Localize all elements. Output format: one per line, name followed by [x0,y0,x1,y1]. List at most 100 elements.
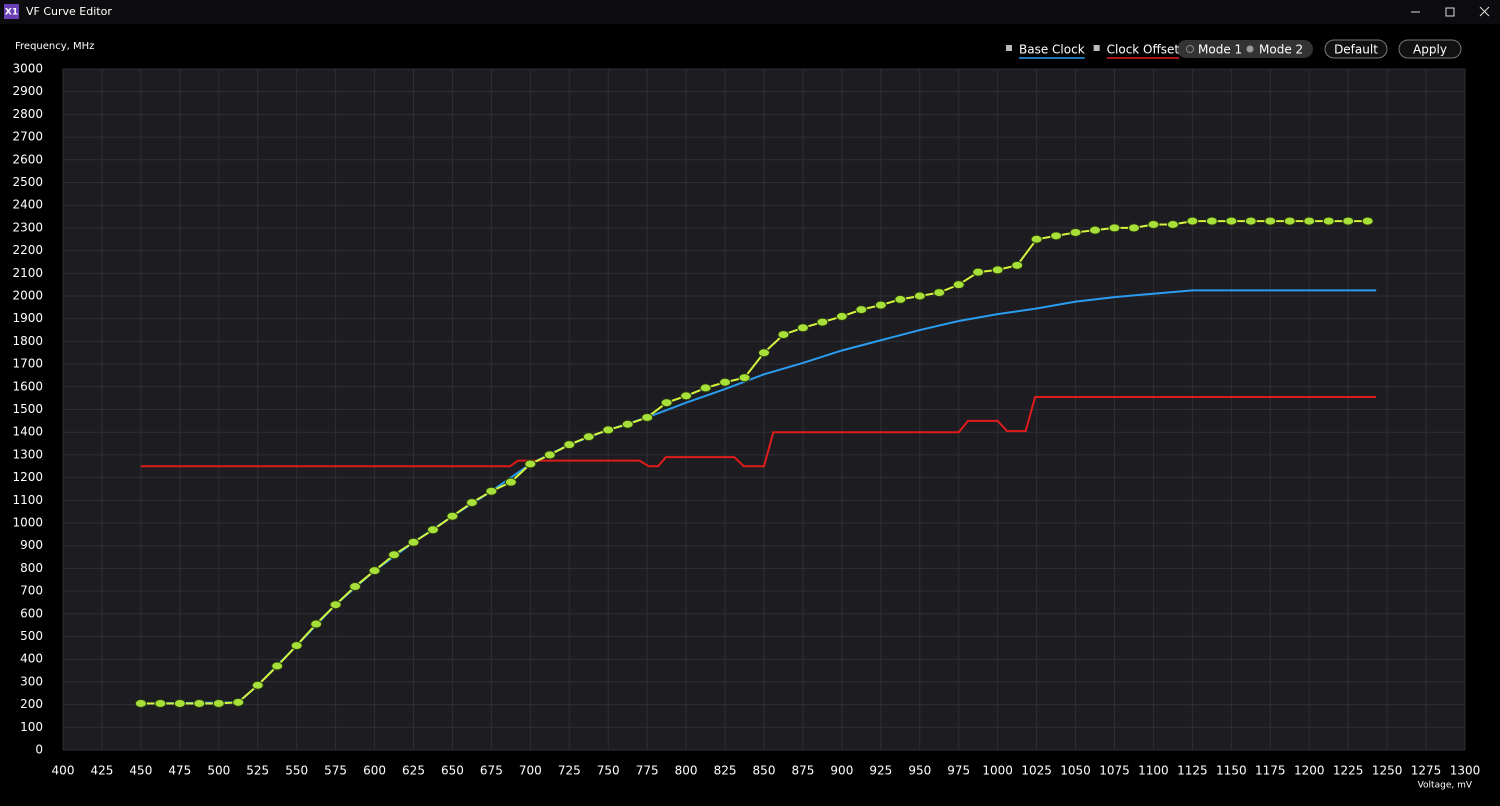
curve-point [602,425,615,435]
curve-point [641,412,654,422]
curve-point [1303,216,1316,226]
curve-point [835,311,848,321]
curve-point [563,440,576,450]
x-tick-label: 950 [908,764,931,778]
x-tick-label: 1275 [1411,764,1442,778]
y-tick-label: 1100 [12,493,43,507]
x-tick-label: 1300 [1450,764,1481,778]
curve-point [913,291,926,301]
legend-label: Base Clock [1019,43,1085,57]
y-tick-label: 1700 [12,357,43,371]
curve-point [1011,260,1024,270]
y-tick-label: 1500 [12,402,43,416]
y-tick-label: 2600 [12,152,43,166]
curve-point [232,697,245,707]
curve-point [621,419,634,429]
y-tick-label: 100 [20,720,43,734]
curve-point [719,377,732,387]
x-tick-label: 1150 [1216,764,1247,778]
curve-point [504,477,517,487]
x-tick-label: 600 [363,764,386,778]
default-button-label[interactable]: Default [1334,43,1378,57]
x-tick-label: 1175 [1255,764,1286,778]
x-tick-label: 525 [246,764,269,778]
curve-point [582,432,595,442]
y-tick-label: 3000 [12,62,43,76]
x-tick-label: 550 [285,764,308,778]
curve-point [271,661,284,671]
y-tick-label: 1300 [12,447,43,461]
y-tick-label: 1200 [12,470,43,484]
y-tick-label: 2000 [12,289,43,303]
y-tick-label: 400 [20,652,43,666]
y-tick-label: 200 [20,697,43,711]
curve-point [777,330,790,340]
series-line [140,396,1377,468]
curve-point [1225,216,1238,226]
curve-point [1186,216,1199,226]
curve-point [991,265,1004,275]
curve-point [446,511,459,521]
x-tick-label: 675 [480,764,503,778]
mode2-label[interactable]: Mode 2 [1259,43,1303,57]
curve-point [952,280,965,290]
curve-point [173,698,186,708]
curve-point [329,600,342,610]
x-tick-label: 825 [714,764,737,778]
mode-toggle[interactable] [1177,40,1313,58]
curve-point [349,582,362,592]
curve-point [1342,216,1355,226]
y-tick-label: 1900 [12,311,43,325]
x-tick-label: 800 [675,764,698,778]
curve-point [426,525,439,535]
y-tick-label: 2100 [12,266,43,280]
curve-point [699,383,712,393]
app-icon [4,4,19,19]
y-tick-label: 1600 [12,379,43,393]
mode1-radio[interactable] [1186,45,1194,53]
y-tick-label: 2500 [12,175,43,189]
curve-point [972,267,985,277]
x-tick-label: 625 [402,764,425,778]
y-tick-label: 2300 [12,220,43,234]
x-tick-label: 1000 [982,764,1013,778]
curve-point [874,300,887,310]
x-tick-label: 875 [791,764,814,778]
x-axis-label: Voltage, mV [1418,781,1473,791]
curve-point [1069,227,1082,237]
y-tick-label: 2200 [12,243,43,257]
y-tick-label: 2900 [12,84,43,98]
close-button[interactable] [1479,6,1490,17]
apply-button-label[interactable]: Apply [1413,43,1447,57]
curve-point [388,550,401,560]
maximize-button[interactable] [1445,7,1455,17]
curve-point [894,294,907,304]
x-tick-label: 1075 [1099,764,1130,778]
x-tick-label: 425 [90,764,113,778]
curve-point [251,680,264,690]
x-tick-label: 1250 [1372,764,1403,778]
legend-label: Clock Offset [1107,43,1180,57]
mode2-radio[interactable] [1246,45,1254,53]
x-tick-label: 400 [52,764,75,778]
curve-point [1108,223,1121,233]
curve-point [738,373,751,383]
x-tick-label: 575 [324,764,347,778]
mode1-label[interactable]: Mode 1 [1198,43,1242,57]
y-tick-label: 1400 [12,425,43,439]
window-title: VF Curve Editor [26,5,112,18]
apply-button[interactable] [1398,39,1462,59]
curve-point [1244,216,1257,226]
y-tick-label: 500 [20,629,43,643]
x-tick-label: 725 [558,764,581,778]
curve-point [310,619,323,629]
x-tick-label: 850 [753,764,776,778]
default-button[interactable] [1324,39,1388,59]
y-tick-label: 600 [20,606,43,620]
curve-point [465,498,478,508]
curve-point [796,323,809,333]
curve-point [1050,231,1063,241]
curve-point [154,698,167,708]
curve-point [212,698,225,708]
x-tick-label: 500 [207,764,230,778]
